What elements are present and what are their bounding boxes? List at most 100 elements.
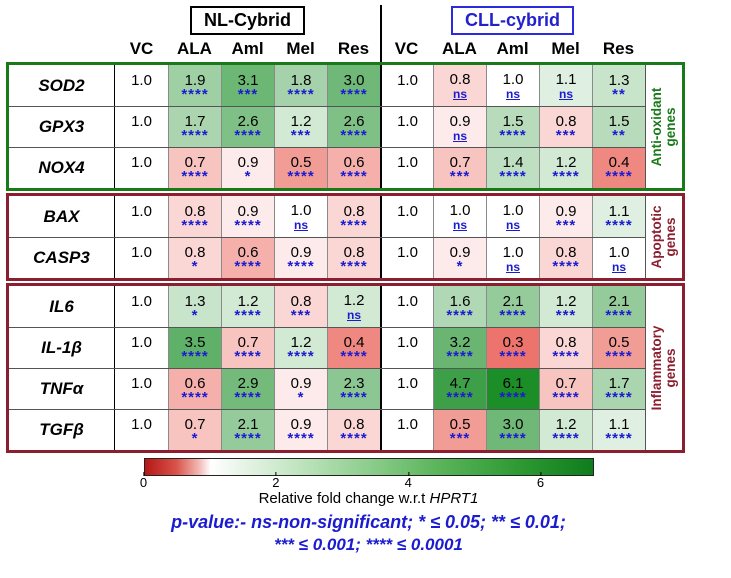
significance-marker: ***	[555, 216, 577, 234]
heatmap-cell: 1.0	[115, 369, 168, 409]
fold-change-value: 0.5	[608, 334, 630, 351]
fold-change-value: 0.4	[608, 154, 630, 171]
significance-marker: ****	[605, 168, 633, 185]
fold-change-value: 1.2	[555, 154, 577, 171]
significance-marker: ****	[287, 430, 315, 447]
heatmap-cell: 0.7 ****	[221, 328, 274, 368]
fold-change-value: 0.8	[555, 113, 577, 130]
heatmap-cell: 3.5 ****	[168, 328, 221, 368]
heatmap-cell: 1.0	[115, 286, 168, 327]
fold-change-value: 1.0	[131, 113, 152, 130]
heatmap-cell: 0.8 ****	[168, 196, 221, 237]
heatmap-cell: 1.0 ns	[433, 196, 486, 237]
significance-marker: ****	[446, 348, 474, 365]
heatmap-cell: 0.9 *	[433, 238, 486, 278]
heatmap-cell: 1.1 ****	[592, 410, 645, 450]
gene-label: CASP3	[9, 238, 115, 278]
fold-change-value: 2.1	[237, 416, 259, 433]
nl-cybrid-title: NL-Cybrid	[190, 6, 305, 35]
heatmap-cell: 1.5 **	[592, 107, 645, 147]
heatmap-cell: 1.0	[380, 286, 433, 327]
heatmap-cell: 2.1 ****	[592, 286, 645, 327]
significance-marker: ****	[181, 348, 209, 365]
heatmap-cell: 0.8 ****	[327, 238, 380, 278]
significance-marker: ****	[552, 258, 580, 275]
heatmap-cell: 0.8 ns	[433, 65, 486, 106]
fold-change-value: 1.0	[397, 416, 418, 433]
fold-change-value: 0.6	[343, 154, 365, 171]
figure: NL-Cybrid CLL-cybrid VC ALA Aml Mel Res VC ALA…	[6, 5, 685, 554]
pvalue-prefix: p-value:-	[171, 512, 252, 532]
fold-change-value: 1.9	[184, 71, 206, 89]
significance-marker: ****	[340, 127, 368, 144]
significance-marker: ns	[452, 218, 467, 232]
significance-marker: *	[191, 430, 199, 447]
fold-change-value: 1.3	[608, 71, 630, 89]
heatmap-cell: 1.0	[115, 196, 168, 237]
fold-change-value: 1.1	[608, 416, 630, 433]
fold-change-value: 1.0	[502, 243, 524, 261]
fold-change-value: 2.1	[502, 292, 524, 310]
heatmap-cell: 0.8 ***	[539, 107, 592, 147]
significance-marker: ****	[499, 306, 527, 324]
table-row-NOX4: NOX4 1.0 0.7 **** 0.9 * 0.5 **** 0.6 **** 1.0 0.7 **…	[9, 147, 645, 188]
colorbar-ticks: 0 2 4 6	[140, 472, 594, 490]
heatmap-cell: 0.9 ***	[539, 196, 592, 237]
heatmap-cell: 0.7 ****	[539, 369, 592, 409]
significance-marker: ****	[234, 258, 262, 275]
significance-marker: ****	[340, 348, 368, 365]
table-row-SOD2: SOD2 1.0 1.9 **** 3.1 *** 1.8 **** 3.0 **** 1.0 0.8…	[9, 65, 645, 106]
gene-label: TNFα	[9, 369, 115, 409]
fold-change-value: 0.8	[343, 416, 365, 433]
heatmap-cell: 1.3 *	[168, 286, 221, 327]
significance-marker: ****	[552, 348, 580, 365]
significance-marker: ****	[552, 389, 580, 406]
column-header-ala-nl: ALA	[177, 39, 212, 58]
fold-change-value: 0.8	[184, 244, 206, 261]
column-header-row: VC ALA Aml Mel Res VC ALA Aml Mel Res	[115, 36, 685, 62]
significance-marker: ns	[505, 259, 520, 274]
heatmap-cell: 1.0 ns	[592, 238, 645, 278]
heatmap-cell: 1.1 ns	[539, 65, 592, 106]
heatmap-cell: 0.9 ns	[433, 107, 486, 147]
nl-cll-divider	[380, 5, 382, 62]
significance-marker: ns	[452, 128, 467, 143]
pvalue-line1-text: ns-non-significant; * ≤ 0.05; ** ≤ 0.01;	[251, 512, 566, 532]
group-rows: BAX 1.0 0.8 **** 0.9 **** 1.0 ns 0.8 **** 1.0 1.0 ns…	[9, 196, 645, 278]
heatmap-cell: 1.0	[380, 196, 433, 237]
nl-half: NL-Cybrid	[115, 6, 380, 35]
caption-text: Relative fold change w.r.t	[258, 490, 430, 507]
heatmap-cell: 1.0	[380, 107, 433, 147]
fold-change-value: 0.3	[502, 334, 524, 351]
heatmap-cell: 0.8 ***	[274, 286, 327, 327]
fold-change-value: 1.4	[502, 154, 524, 171]
significance-marker: ****	[181, 127, 209, 144]
fold-change-value: 0.6	[184, 375, 206, 392]
heatmap-cell: 1.0 ns	[486, 238, 539, 278]
fold-change-value: 1.3	[184, 292, 206, 310]
colorbar-tick-2: 2	[272, 472, 280, 490]
fold-change-value: 1.6	[449, 292, 471, 310]
column-header-res-nl: Res	[337, 39, 370, 58]
gene-label: GPX3	[9, 107, 115, 147]
fold-change-value: 0.7	[237, 334, 259, 351]
gene-groups: SOD2 1.0 1.9 **** 3.1 *** 1.8 **** 3.0 **** 1.0 0.8…	[6, 62, 685, 453]
fold-change-value: 0.7	[184, 154, 206, 171]
significance-marker: **	[612, 127, 626, 144]
group-side-label-text: Inflammatory genes	[648, 325, 678, 411]
fold-change-value: 0.5	[449, 416, 471, 433]
fold-change-value: 0.8	[449, 71, 471, 88]
significance-marker: ****	[340, 85, 368, 103]
significance-marker: ****	[234, 389, 262, 406]
fold-change-value: 1.1	[555, 71, 577, 88]
heatmap-cell: 2.6 ****	[221, 107, 274, 147]
fold-change-value: 0.8	[184, 202, 206, 220]
significance-marker: ****	[287, 168, 315, 185]
cll-half: CLL-cybrid	[380, 6, 645, 35]
fold-change-value: 0.9	[449, 244, 471, 261]
heatmap-cell: 1.2 ns	[327, 286, 380, 327]
fold-change-value: 0.9	[555, 202, 577, 220]
heatmap-cell: 0.6 ****	[327, 148, 380, 188]
significance-marker: ****	[340, 430, 368, 447]
fold-change-value: 0.8	[290, 292, 312, 310]
